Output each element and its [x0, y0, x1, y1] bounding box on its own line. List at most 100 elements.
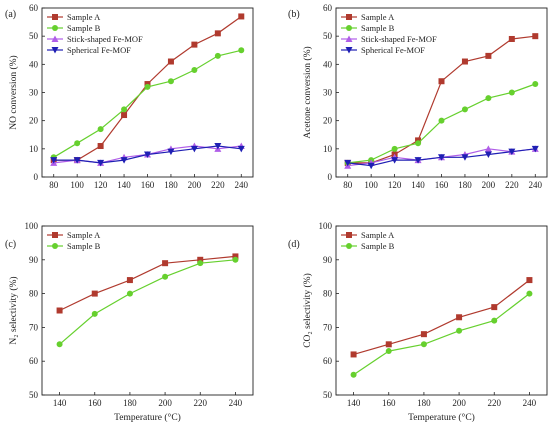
data-point: [461, 106, 468, 113]
x-tick-label: 180: [123, 398, 137, 408]
x-tick-label: 220: [488, 398, 502, 408]
y-tick-label: 50: [323, 31, 333, 41]
y-tick-label: 50: [29, 31, 39, 41]
y-tick-label: 0: [328, 172, 333, 182]
plot-frame: [41, 225, 254, 396]
x-tick-label: 160: [141, 180, 155, 190]
data-point: [531, 145, 539, 153]
data-point: [508, 35, 515, 42]
data-point: [237, 145, 245, 153]
y-axis-label: CO₂ selectivity (%): [302, 273, 313, 348]
data-point: [121, 106, 128, 113]
data-point: [385, 341, 392, 348]
panel-label: (c): [5, 239, 16, 250]
y-tick-label: 90: [29, 255, 39, 265]
legend-entry: Sample A: [361, 12, 395, 22]
data-point: [74, 140, 81, 147]
legend-marker: [345, 47, 353, 54]
data-point: [214, 52, 221, 59]
x-tick-label: 140: [411, 180, 425, 190]
y-axis-label: Acetone conversion (%): [302, 46, 313, 138]
legend-marker: [51, 35, 59, 42]
data-point: [367, 162, 375, 170]
legend-marker: [52, 14, 58, 20]
x-tick-label: 180: [164, 180, 178, 190]
data-point: [167, 148, 175, 156]
data-point: [414, 157, 422, 164]
data-point: [197, 260, 204, 267]
series-1: [56, 253, 239, 314]
x-tick-label: 140: [53, 398, 67, 408]
data-point: [91, 310, 98, 317]
y-tick-label: 40: [323, 59, 333, 69]
legend-marker: [52, 243, 58, 249]
x-tick-label: 240: [235, 180, 249, 190]
y-tick-label: 60: [29, 356, 39, 366]
data-point: [50, 157, 58, 164]
data-point: [97, 159, 105, 167]
panel-label: (d): [288, 239, 300, 250]
x-tick-label: 160: [382, 398, 396, 408]
data-point: [456, 314, 463, 321]
data-point: [191, 41, 198, 48]
series-2: [350, 290, 533, 378]
data-point: [461, 154, 469, 161]
data-point: [526, 277, 533, 284]
data-point: [438, 154, 445, 161]
x-tick-label: 200: [482, 180, 496, 190]
x-axis-label: Temperature (°C): [114, 412, 181, 423]
y-tick-label: 60: [323, 356, 333, 366]
data-point: [491, 317, 498, 324]
legend-marker: [52, 25, 58, 31]
x-tick-label: 220: [211, 180, 225, 190]
series-line: [59, 255, 236, 312]
x-tick-label: 140: [117, 180, 131, 190]
x-tick-label: 120: [388, 180, 402, 190]
data-point: [191, 66, 198, 73]
y-axis-label: N₂ selectivity (%): [8, 276, 19, 344]
data-point: [238, 47, 245, 54]
data-point: [126, 277, 133, 284]
chart-panel-4: (d) 140 160 180 200 220 240 50 60 70 80 90 100 Temper…: [288, 221, 548, 423]
x-tick-label: 240: [529, 180, 543, 190]
legend-entry: Sample A: [67, 12, 101, 22]
data-point: [491, 304, 498, 311]
plot-frame: [335, 225, 548, 396]
legend-entry: Spherical Fe-MOF: [67, 45, 131, 55]
y-tick-label: 50: [29, 390, 39, 400]
data-point: [144, 83, 151, 90]
legend-entry: Sample A: [361, 230, 395, 240]
legend-marker: [345, 35, 353, 42]
data-point: [238, 13, 245, 20]
legend-entry: Stick-shaped Fe-MOF: [67, 34, 143, 44]
x-tick-label: 220: [505, 180, 519, 190]
y-tick-label: 20: [29, 116, 39, 126]
x-tick-label: 200: [158, 398, 172, 408]
y-tick-label: 10: [323, 144, 333, 154]
series-2: [56, 256, 239, 348]
data-point: [232, 256, 239, 263]
data-point: [350, 351, 357, 358]
x-tick-label: 220: [194, 398, 208, 408]
data-point: [420, 341, 427, 348]
data-point: [350, 371, 357, 378]
legend-entry: Sample B: [361, 23, 395, 33]
data-point: [391, 157, 399, 164]
data-point: [167, 78, 174, 85]
y-tick-label: 80: [29, 289, 39, 299]
x-tick-label: 120: [94, 180, 108, 190]
series-4: [344, 145, 539, 170]
data-point: [461, 58, 468, 65]
chart-panel-3: (c) 140 160 180 200 220 240 50 60 70 80 90 100 Temper…: [5, 221, 254, 423]
y-tick-label: 70: [323, 322, 333, 332]
data-point: [120, 157, 128, 164]
series-line: [353, 279, 530, 355]
y-tick-label: 70: [29, 322, 39, 332]
data-point: [508, 89, 515, 96]
x-axis-label: Temperature (°C): [408, 412, 475, 423]
series-line: [59, 259, 236, 345]
legend-entry: Sample B: [67, 241, 101, 251]
data-point: [97, 143, 104, 150]
